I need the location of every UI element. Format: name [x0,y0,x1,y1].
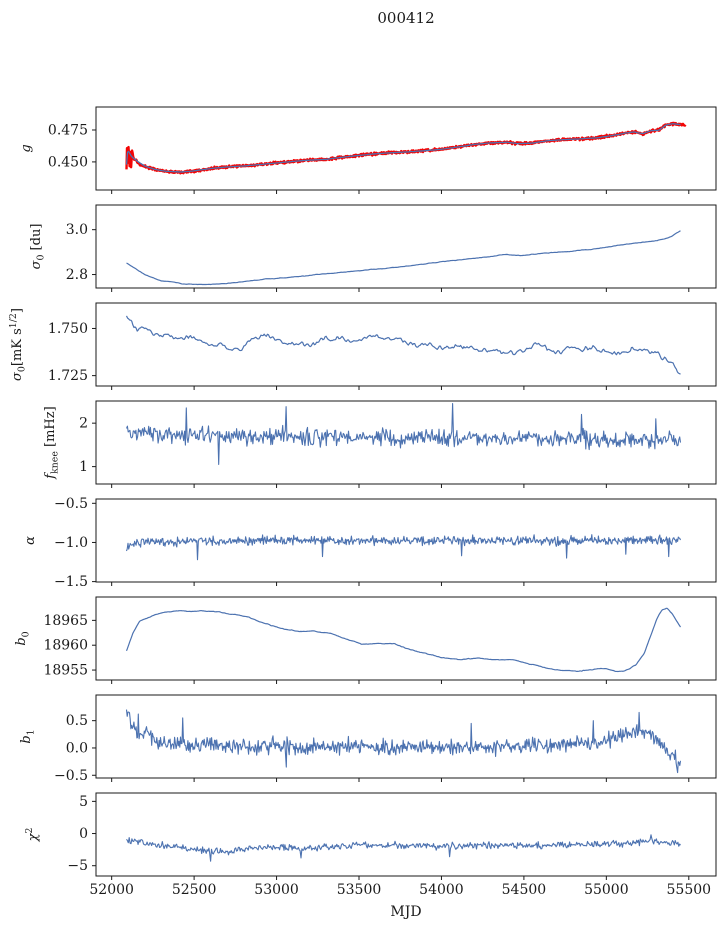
y-tick-label: 1.725 [48,368,88,384]
x-tick-label: 52000 [89,882,134,898]
y-tick-label: 0.5 [66,713,88,729]
x-tick-label: 52500 [172,882,217,898]
panel-fknee-frame [95,400,717,485]
y-tick-label: −1.5 [54,574,88,590]
panel-g-frame [95,106,717,191]
x-axis-label: MJD [390,904,422,920]
series-fknee-fknee [125,403,682,465]
x-tick-label: 55500 [667,882,712,898]
y-tick-label: 0.450 [48,154,88,170]
series-sigma0_du-sigma0 [126,230,681,286]
series-alpha-alpha [125,534,682,561]
panel-b0-frame [95,596,717,681]
y-tick-label: −1.0 [54,535,88,551]
chart-title: 000412 [377,9,435,27]
panel-sigma0_mK: 1.725 1.750 σ0[mK s1/2] [8,302,717,390]
y-axis-label-sigma0_mK: σ0[mK s1/2] [8,308,28,381]
y-axis-label-chi2: χ2 [24,828,41,843]
x-tick-label: 53500 [337,882,382,898]
y-tick-label: 18965 [43,613,88,629]
panel-chi2-frame [95,792,717,877]
y-tick-label: 2 [79,416,88,432]
panel-b0: 18955 18960 18965 b0 [14,596,717,684]
series-sigma0_mK-sigma0 [125,315,681,375]
panel-sigma0_du: 2.8 3.0 σ0 [du] [29,204,717,292]
y-tick-label: 0 [79,826,88,842]
series-chi2-chi2 [126,834,681,862]
panel-fknee: 1 2 fknee [mHz] [43,400,717,488]
y-tick-label: 0.475 [48,122,88,138]
x-tick-label: 54000 [419,882,464,898]
y-tick-label: 2.8 [66,267,88,283]
panel-b1: −0.5 0.0 0.5 b1 [19,694,717,784]
y-axis-label-fknee: fknee [mHz] [43,406,61,479]
series-g-smoothed [125,123,681,173]
series-b1-b1 [125,709,682,774]
panel-alpha-frame [95,498,717,583]
y-axis-label-sigma0_du: σ0 [du] [29,224,47,270]
series-b0-b0 [125,607,682,673]
y-axis-label-b0: b0 [14,631,32,645]
y-tick-label: −5 [67,858,88,874]
x-tick-label: 55000 [584,882,629,898]
y-tick-label: 3.0 [66,222,88,238]
y-axis-label-g: g [19,144,34,152]
panel-g: 0.450 0.475 g [19,106,717,194]
y-tick-label: 18960 [43,638,88,654]
panel-sigma0_mK-frame [95,302,717,387]
y-tick-label: −0.5 [54,496,88,512]
y-tick-label: 18955 [43,663,88,679]
panel-sigma0_du-frame [95,204,717,289]
series-g-raw [125,121,687,175]
y-axis-label-alpha: α [23,536,38,545]
y-tick-label: −0.5 [54,768,88,784]
y-tick-label: 0.0 [66,740,88,756]
panel-chi2: 52000 52500 53000 53500 54000 54500 55000 55500… [24,792,717,898]
y-tick-label: 1.750 [48,321,88,337]
x-tick-label: 53000 [254,882,299,898]
y-tick-label: 1 [79,459,88,475]
panel-b1-frame [95,694,717,779]
y-tick-label: 5 [79,794,88,810]
x-tick-label: 54500 [502,882,547,898]
y-axis-label-b1: b1 [19,729,37,743]
panel-alpha: −1.5 −1.0 −0.5 α [23,496,717,590]
